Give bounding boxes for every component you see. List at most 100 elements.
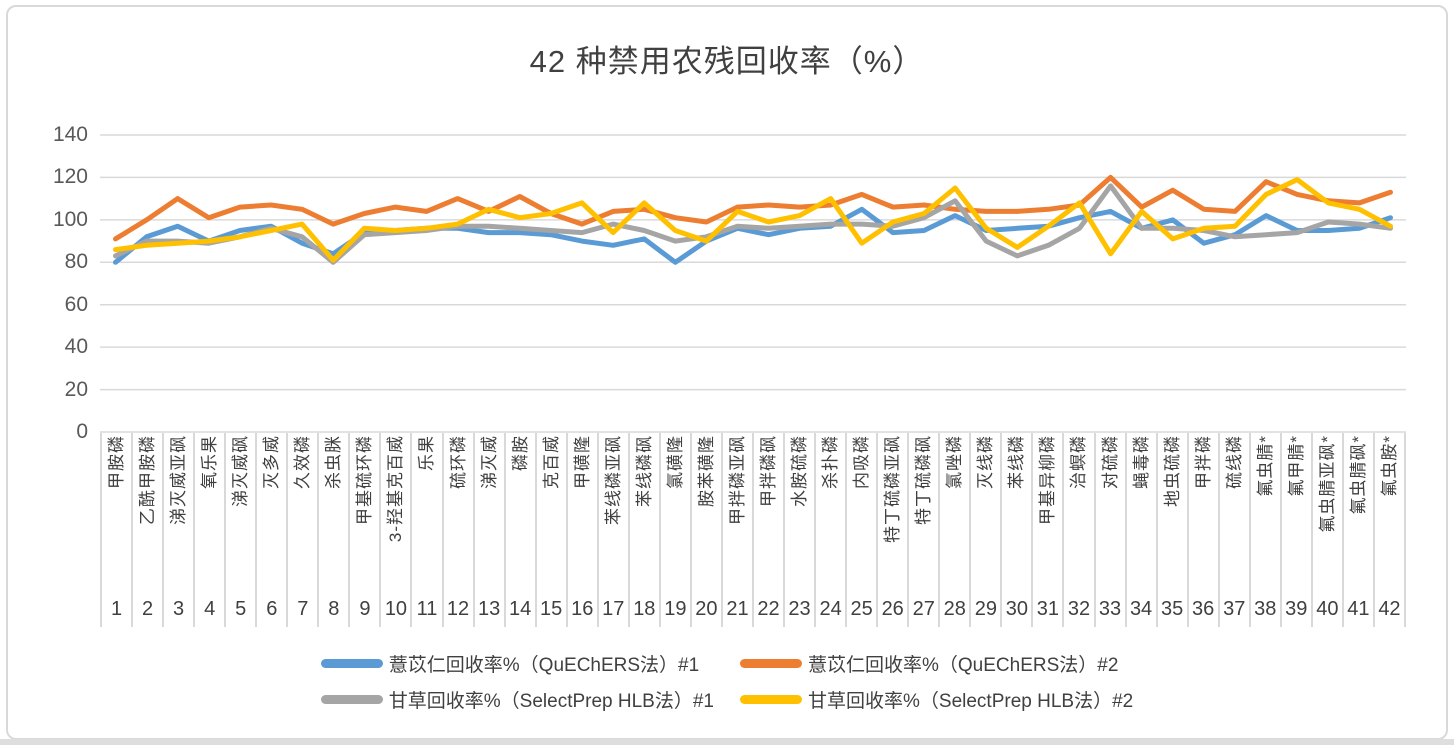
x-axis-category-band: 甲胺磷 1 乙酰甲胺磷 2 涕灭威亚砜 3 氧乐果 4 涕灭威砜 5 灭多威 6 久效磷 7 杀虫脒 8 甲基硫…	[100, 433, 1406, 627]
category-number: 24	[819, 598, 842, 620]
legend-swatch	[740, 658, 802, 668]
category-number: 16	[571, 598, 594, 620]
legend-item[interactable]: 甘草回收率%（SelectPrep HLB法）#1	[320, 686, 714, 712]
category-cell: 杀虫脒 8	[317, 433, 348, 627]
category-cell: 甲基硫环磷 9	[348, 433, 379, 627]
category-cell: 硫线磷 37	[1217, 433, 1249, 627]
legend-item[interactable]: 甘草回收率%（SelectPrep HLB法）#2	[740, 686, 1133, 712]
category-label: 氧乐果	[200, 435, 220, 489]
category-number: 37	[1223, 598, 1246, 620]
category-number: 20	[695, 598, 718, 620]
category-cell: 内吸磷 25	[845, 433, 876, 627]
category-number: 29	[974, 598, 997, 620]
category-cell: 涕灭威砜 5	[224, 433, 255, 627]
category-label: 氯唑磷	[945, 435, 965, 489]
category-cell: 治螟磷 32	[1062, 433, 1093, 627]
category-number: 18	[633, 598, 656, 620]
series-line-3[interactable]	[113, 183, 1393, 265]
category-label: 氟虫腈砜*	[1348, 435, 1368, 515]
legend-swatch	[320, 694, 383, 704]
category-cell: 蝇毒磷 34	[1124, 433, 1156, 627]
category-label: 对硫磷	[1100, 435, 1120, 489]
category-label: 乐果	[417, 435, 437, 471]
y-tick-label: 20	[64, 377, 88, 401]
category-number: 42	[1378, 598, 1401, 620]
y-tick-label: 80	[64, 250, 88, 274]
chart-title[interactable]: 42 种禁用农残回收率（%）	[529, 44, 925, 79]
category-number: 38	[1254, 598, 1277, 620]
y-tick-label: 100	[52, 207, 88, 231]
category-number: 35	[1160, 598, 1184, 620]
category-number: 22	[757, 598, 780, 620]
category-cell: 克百威 15	[534, 433, 566, 627]
category-number: 12	[446, 598, 470, 620]
category-label: 灭多威	[262, 435, 282, 489]
category-label: 地虫硫磷	[1162, 435, 1182, 507]
category-label: 甲基硫环磷	[355, 435, 375, 525]
category-label: 甲拌磷	[1193, 435, 1213, 489]
category-number: 10	[384, 598, 408, 620]
category-label: 胺苯磺隆	[696, 435, 716, 507]
legend-label: 甘草回收率%（SelectPrep HLB法）#1	[388, 690, 714, 712]
bottom-strip	[0, 739, 1454, 745]
series-line-2[interactable]	[113, 174, 1393, 242]
category-cell: 涕灭威 13	[472, 433, 504, 627]
category-number: 5	[235, 598, 247, 620]
legend-label: 薏苡仁回收率%（QuEChERS法）#2	[808, 654, 1119, 676]
category-number: 19	[664, 598, 687, 620]
y-tick-label: 60	[64, 292, 88, 316]
category-label: 涕灭威	[479, 435, 499, 489]
category-cell: 甲拌磷亚砜 21	[720, 433, 752, 627]
category-number: 3	[173, 598, 185, 620]
category-cell: 胺苯磺隆 20	[689, 433, 721, 627]
category-label: 硫线磷	[1224, 435, 1244, 489]
category-number: 4	[204, 598, 216, 620]
category-label: 苯线磷亚砜	[603, 435, 623, 525]
category-label: 久效磷	[293, 435, 313, 489]
legend-swatch	[740, 694, 802, 704]
series-line-4[interactable]	[113, 177, 1393, 263]
category-label: 乙酰甲胺磷	[138, 435, 158, 525]
plot-svg	[100, 134, 1406, 433]
category-cell: 水胺硫磷 23	[783, 433, 814, 627]
category-cell: 3-羟基克百威 10	[379, 433, 410, 627]
category-number: 33	[1098, 598, 1122, 620]
category-cell: 氟虫腈亚砜* 40	[1310, 433, 1342, 627]
category-number: 14	[509, 598, 532, 620]
category-cell: 甲拌磷 36	[1186, 433, 1218, 627]
category-cell: 特丁硫磷亚砜 26	[876, 433, 907, 627]
plot-area	[100, 134, 1406, 433]
category-number: 9	[359, 598, 371, 620]
category-number: 30	[1005, 598, 1028, 620]
legend-item[interactable]: 薏苡仁回收率%（QuEChERS法）#1	[320, 650, 714, 676]
category-cell: 杀扑磷 24	[814, 433, 845, 627]
category-label: 涕灭威砜	[231, 435, 251, 507]
category-cell: 氟甲腈* 39	[1279, 433, 1311, 627]
category-cell: 甲磺隆 16	[565, 433, 597, 627]
category-number: 2	[142, 598, 154, 620]
category-label: 杀虫脒	[324, 435, 344, 489]
legend-item[interactable]: 薏苡仁回收率%（QuEChERS法）#2	[740, 650, 1133, 676]
category-number: 6	[266, 598, 278, 620]
category-number: 7	[297, 598, 309, 620]
category-cell: 甲胺磷 1	[100, 433, 131, 627]
category-number: 34	[1129, 598, 1153, 620]
category-cell: 灭线磷 29	[969, 433, 1000, 627]
category-label: 灭线磷	[976, 435, 996, 489]
category-label: 涕灭威亚砜	[169, 435, 189, 525]
category-number: 8	[328, 598, 340, 620]
category-cell: 灭多威 6	[255, 433, 286, 627]
category-number: 36	[1192, 598, 1215, 620]
category-cell: 氯磺隆 19	[658, 433, 690, 627]
category-number: 28	[943, 598, 966, 620]
category-label: 磷胺	[510, 435, 530, 471]
category-label: 氟甲腈*	[1286, 435, 1306, 497]
category-label: 甲拌磷砜	[758, 435, 778, 507]
category-number: 17	[602, 598, 625, 620]
category-cell: 硫环磷 12	[441, 433, 473, 627]
category-number: 32	[1067, 598, 1091, 620]
category-number: 25	[850, 598, 873, 620]
y-tick-label: 0	[76, 420, 88, 443]
category-number: 26	[881, 598, 904, 620]
category-label: 氟虫腈亚砜*	[1317, 435, 1337, 533]
